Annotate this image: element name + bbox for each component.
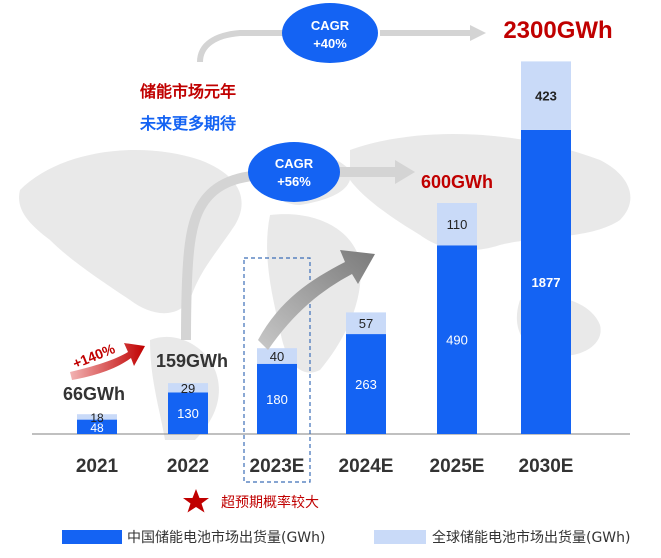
x-tick-2030e: 2030E (519, 456, 574, 477)
value-label-global-2021: 18 (90, 411, 104, 425)
value-label-global-2024e: 57 (359, 316, 373, 331)
value-label-china-2023e: 180 (266, 392, 288, 407)
x-tick-2025e: 2025E (430, 456, 485, 477)
bar-china-2024e (346, 334, 386, 434)
legend-swatch-global (374, 530, 426, 544)
footnote-text: 超预期概率较大 (221, 494, 319, 511)
cagr-bubble-far: CAGR +40% (282, 3, 378, 63)
legend: 中国储能电池市场出货量(GWh) 全球储能电池市场出货量(GWh) (62, 524, 652, 548)
total-label-2022: 159GWh (156, 351, 228, 371)
cagr-near-line1: CAGR (275, 156, 314, 171)
value-label-china-2025e: 490 (446, 333, 468, 348)
footnote: 超预期概率较大 (183, 489, 319, 513)
bar-global-2024e (346, 312, 386, 335)
legend-label-global: 全球储能电池市场出货量(GWh) (432, 530, 631, 546)
bar-global-2021 (77, 414, 117, 420)
value-label-china-2022: 130 (177, 406, 199, 421)
bar-global-2030e (521, 61, 571, 130)
star-icon (183, 489, 209, 513)
cagr-bubble-near: CAGR +56% (248, 142, 340, 202)
value-label-china-2021: 48 (90, 421, 104, 435)
x-tick-2023e: 2023E (250, 456, 305, 477)
cagr-near-line2: +56% (277, 174, 311, 189)
x-tick-2024e: 2024E (339, 456, 394, 477)
total-label-2030e: 2300GWh (503, 17, 612, 44)
bar-global-2022 (168, 383, 208, 393)
x-tick-2022: 2022 (167, 456, 209, 477)
value-label-global-2030e: 423 (535, 89, 557, 104)
bar-china-2030e (521, 129, 571, 434)
bar-china-2022 (168, 392, 208, 434)
bar-global-2025e (437, 203, 477, 246)
bar-global-2023e (257, 348, 297, 364)
total-label-2025e: 600GWh (421, 172, 493, 192)
highlight-2023e-box (243, 257, 311, 483)
growth-arrow-2022: +140% (70, 340, 145, 380)
value-label-global-2022: 29 (181, 381, 195, 396)
x-tick-2021: 2021 (76, 456, 119, 477)
value-label-china-2024e: 263 (355, 377, 377, 392)
value-label-china-2030e: 1877 (532, 275, 561, 290)
value-label-global-2025e: 110 (447, 217, 468, 232)
total-label-2021: 66GWh (63, 384, 125, 404)
legend-label-china: 中国储能电池市场出货量(GWh) (127, 530, 326, 546)
headline-market-year: 储能市场元年 (139, 82, 236, 101)
cagr-far-line1: CAGR (311, 18, 350, 33)
bar-china-2023e (257, 363, 297, 434)
legend-swatch-china (62, 530, 122, 544)
headline-future: 未来更多期待 (139, 114, 236, 133)
cagr-arrows (181, 25, 486, 350)
bar-china-2025e (437, 245, 477, 434)
bar-china-2021 (77, 419, 117, 434)
cagr-far-line2: +40% (313, 36, 347, 51)
value-label-global-2023e: 40 (270, 349, 284, 364)
